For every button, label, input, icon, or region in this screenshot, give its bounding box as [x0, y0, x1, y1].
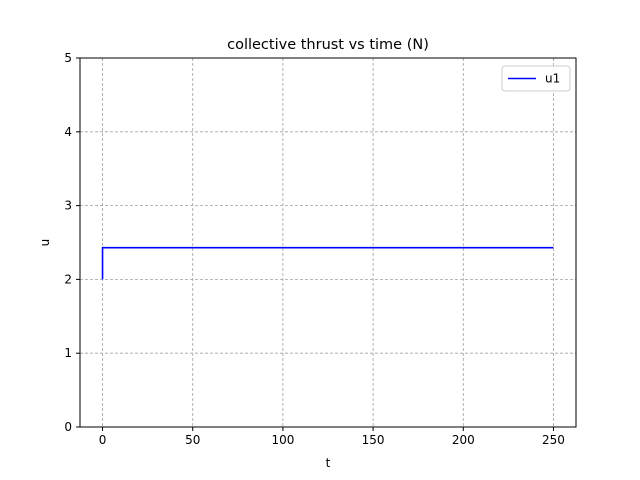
y-tick-label: 1 — [64, 346, 72, 360]
ticks: 0 50 100 150 200 250 0 1 2 3 4 5 — [64, 51, 565, 447]
y-axis-label: u — [38, 239, 52, 247]
grid — [80, 57, 576, 428]
plot-frame — [79, 57, 577, 428]
legend: u1 — [501, 65, 571, 92]
x-tick-label: 100 — [271, 433, 294, 447]
legend-label: u1 — [545, 72, 560, 86]
x-tick-label: 250 — [542, 433, 565, 447]
y-tick-label: 4 — [64, 125, 72, 139]
x-tick-label: 0 — [99, 433, 107, 447]
series-layer — [101, 246, 554, 280]
x-axis-label: t — [326, 456, 331, 470]
y-tick-label: 3 — [64, 199, 72, 213]
x-tick-label: 150 — [362, 433, 385, 447]
y-tick-label: 5 — [64, 51, 72, 65]
chart-title: collective thrust vs time (N) — [227, 37, 429, 53]
x-tick-label: 200 — [452, 433, 475, 447]
x-tick-label: 50 — [185, 433, 200, 447]
y-tick-label: 0 — [64, 420, 72, 434]
y-tick-label: 2 — [64, 272, 72, 286]
series-line-u1 — [101, 246, 554, 280]
